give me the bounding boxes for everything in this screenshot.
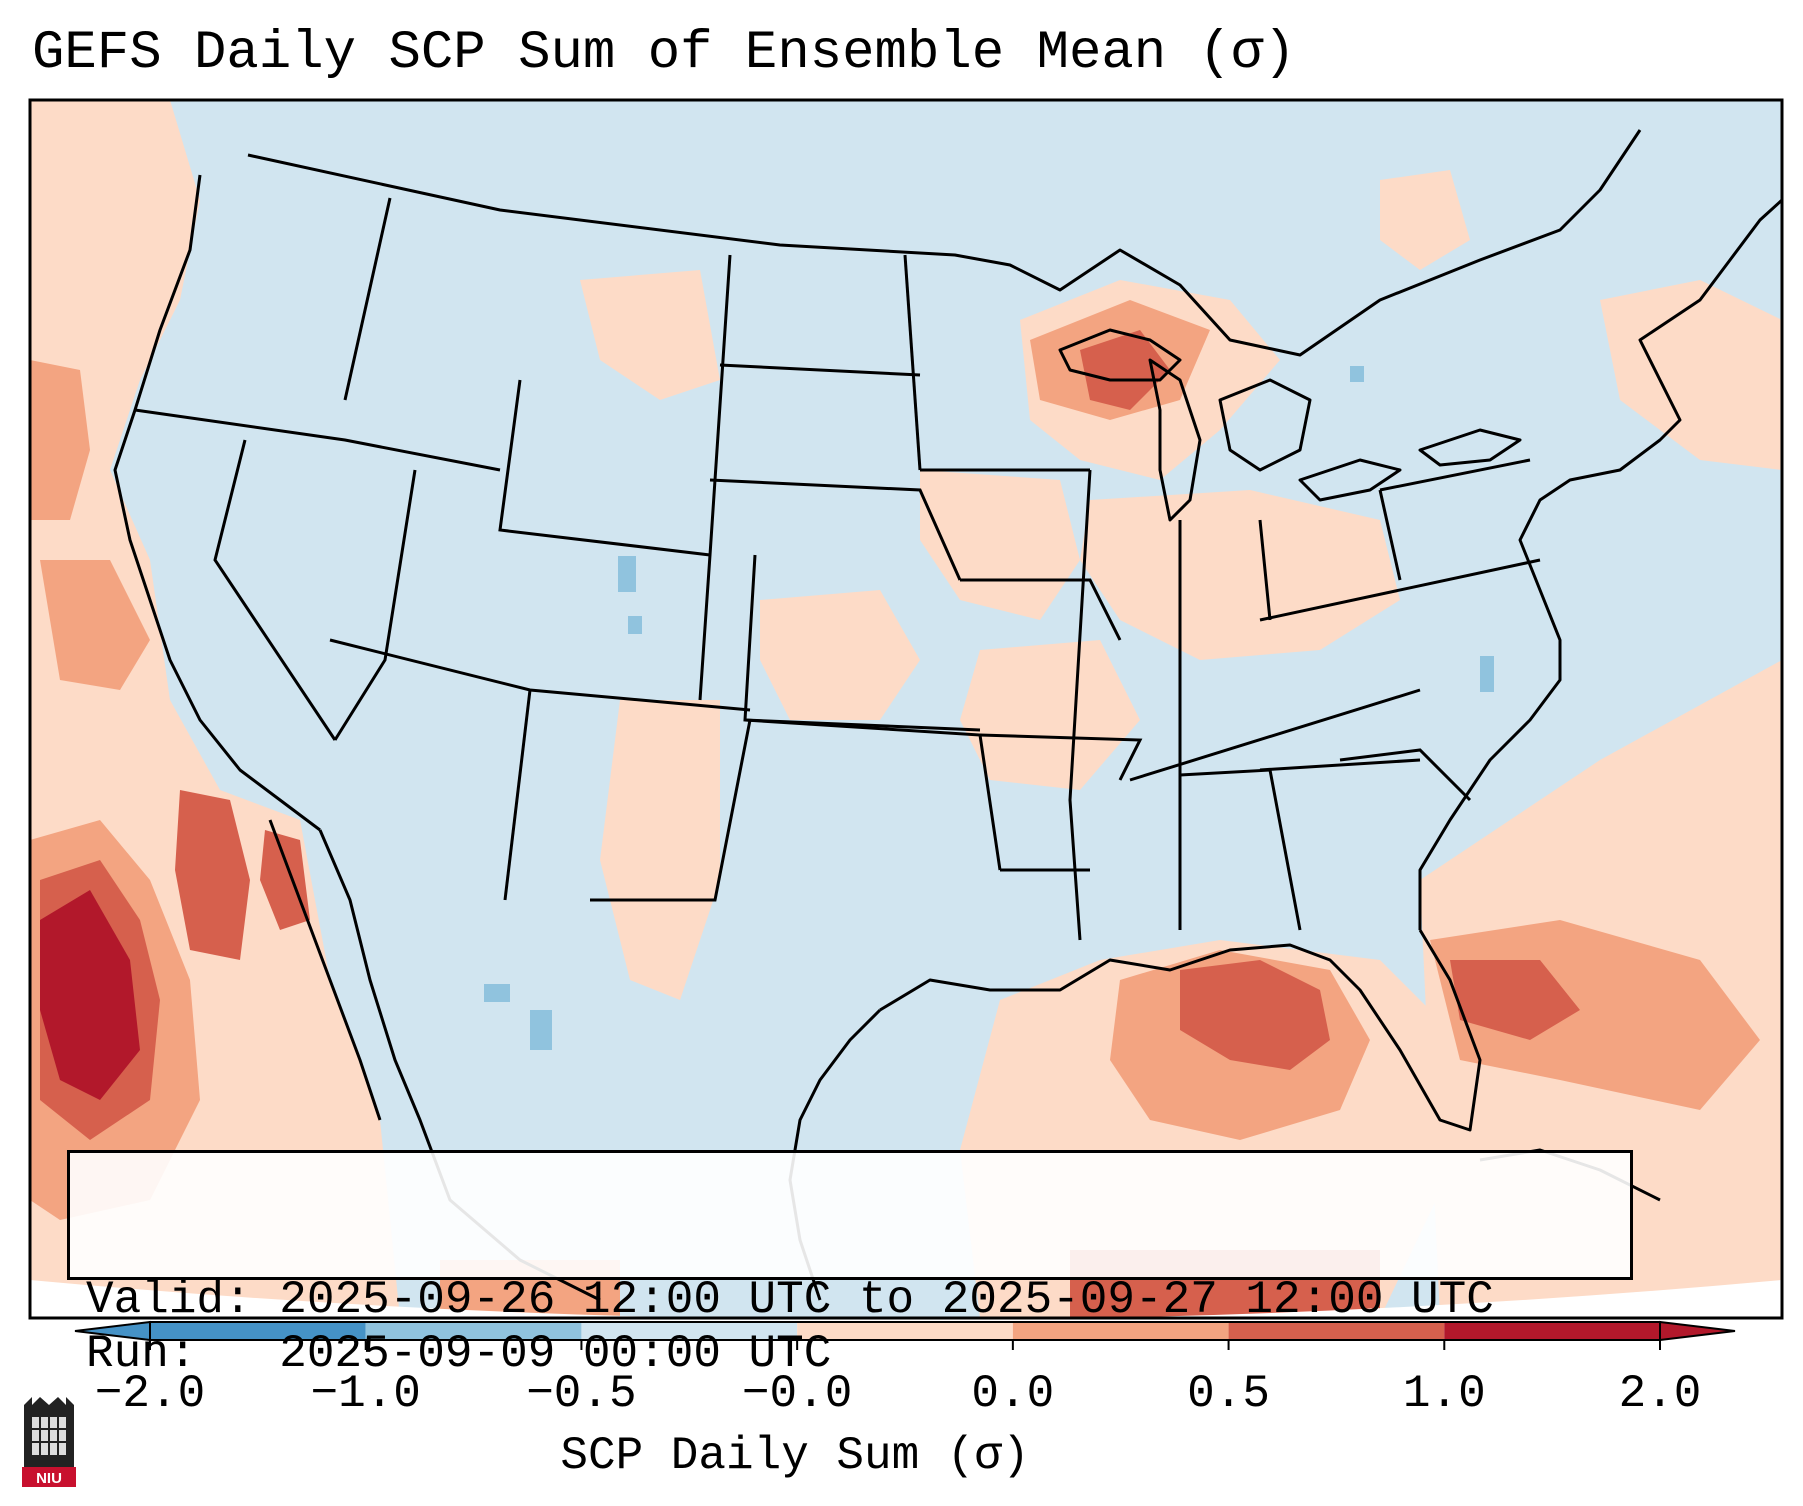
anomaly-region xyxy=(30,360,90,520)
anomaly-region xyxy=(960,640,1140,790)
anomaly-region xyxy=(1180,960,1330,1070)
anomaly-region xyxy=(1600,280,1782,470)
colorbar xyxy=(74,1320,1736,1350)
anomaly-cell xyxy=(1480,656,1494,692)
page-title: GEFS Daily SCP Sum of Ensemble Mean (σ) xyxy=(32,23,1296,84)
colorbar-bin xyxy=(581,1322,798,1340)
map-frame xyxy=(28,98,1784,1320)
colorbar-tick-label: −0.5 xyxy=(526,1368,637,1420)
anomaly-region xyxy=(600,700,720,1000)
run-line: Run: 2025-09-09 00:00 UTC xyxy=(86,1327,1614,1381)
projection-edge xyxy=(30,1280,1782,1318)
anomaly-region xyxy=(1380,170,1470,270)
valid-label: Valid: xyxy=(86,1274,252,1326)
anomaly-region xyxy=(260,830,310,930)
colorbar-extend-max xyxy=(1659,1320,1736,1342)
colorbar-tick-label: −2.0 xyxy=(94,1368,206,1420)
valid-range: 2025-09-26 12:00 UTC to 2025-09-27 12:00… xyxy=(279,1274,1494,1326)
info-box: Valid: 2025-09-26 12:00 UTC to 2025-09-2… xyxy=(67,1150,1633,1380)
state-borders xyxy=(134,197,1541,941)
anomaly-cell xyxy=(530,1010,552,1050)
anomaly-region xyxy=(1080,330,1170,410)
colorbar-tick-label: 2.0 xyxy=(1618,1368,1702,1420)
valid-line: Valid: 2025-09-26 12:00 UTC to 2025-09-2… xyxy=(86,1273,1614,1327)
colorbar-tick-label: 0.5 xyxy=(1187,1368,1270,1420)
logo-text: NIU xyxy=(36,1470,62,1487)
anomaly-region xyxy=(1450,960,1580,1040)
run-time: 2025-09-09 00:00 UTC xyxy=(279,1328,832,1380)
niu-logo: NIU xyxy=(22,1397,76,1487)
colorbar-bin xyxy=(797,1322,1013,1340)
colorbar-bin xyxy=(365,1322,582,1340)
anomaly-region xyxy=(175,790,250,960)
coastlines xyxy=(113,129,1782,1302)
colorbar-bin xyxy=(1444,1322,1660,1340)
colorbar-tick-label: −1.0 xyxy=(310,1368,421,1420)
anomaly-region xyxy=(760,590,920,720)
colorbar-bin xyxy=(150,1322,366,1340)
colorbar-label: SCP Daily Sum (σ) xyxy=(560,1430,1030,1482)
anomaly-region xyxy=(920,470,1080,620)
anomaly-cell xyxy=(1350,366,1364,382)
anomaly-region xyxy=(1080,490,1400,660)
anomaly-region xyxy=(40,560,150,690)
colorbar-tick-label: −0.0 xyxy=(741,1368,853,1420)
colorbar-tick-label: 0.0 xyxy=(971,1368,1055,1420)
anomaly-cell xyxy=(618,556,636,592)
anomaly-region xyxy=(580,270,720,400)
colorbar-bin xyxy=(1228,1322,1445,1340)
anomaly-cell xyxy=(484,984,510,1002)
colorbar-bin xyxy=(1012,1322,1229,1340)
anomaly-cell xyxy=(628,616,642,634)
anomaly-region xyxy=(40,890,140,1100)
colorbar-tick-label: 1.0 xyxy=(1402,1368,1486,1420)
run-label: Run: xyxy=(86,1328,197,1380)
colorbar-outline xyxy=(149,1321,1661,1341)
